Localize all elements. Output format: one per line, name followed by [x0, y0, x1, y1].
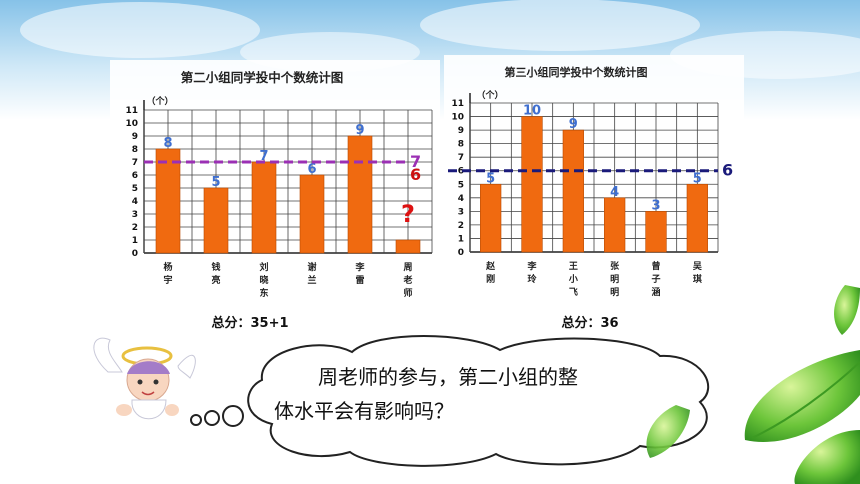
x-tick-label: 兰 [307, 274, 316, 286]
x-tick-label: 刘 [259, 261, 268, 273]
bar-value-label: 3 [651, 198, 660, 213]
y-axis-unit: （个） [476, 89, 503, 101]
x-tick-label: 雷 [355, 274, 364, 286]
bar-value-label: 7 [259, 149, 268, 164]
x-tick-label: 刚 [486, 273, 495, 285]
x-tick-label: 小 [568, 273, 578, 285]
y-tick-label: 9 [132, 132, 138, 142]
y-tick-label: 9 [458, 126, 464, 136]
bar-value-label: 6 [307, 162, 316, 177]
x-tick-label: 周 [403, 262, 412, 273]
bar-value-label: 10 [523, 104, 541, 119]
chart-bars: 8 杨宇 5 钱亮 7 刘晓东 6 谢兰 9 李雷? 周老师 [155, 123, 421, 299]
average-line-label: 6 [722, 161, 733, 180]
x-tick-label: 王 [569, 261, 578, 272]
y-tick-label: 2 [458, 221, 464, 231]
x-tick-label: 琪 [693, 273, 702, 285]
bar [299, 174, 325, 254]
y-axis-unit: （个） [146, 95, 173, 107]
bar [155, 148, 181, 254]
y-tick-label: 8 [132, 145, 138, 155]
x-tick-label: 宇 [163, 274, 172, 286]
x-tick-label: 玲 [527, 273, 537, 285]
chart-title: 第三小组同学投中个数统计图 [505, 65, 648, 79]
y-tick-label: 11 [451, 99, 464, 109]
y-tick-label: 1 [458, 234, 464, 244]
x-tick-label: 师 [403, 287, 412, 299]
bar [604, 197, 626, 253]
y-tick-label: 10 [125, 119, 138, 129]
x-tick-label: 张 [610, 260, 620, 272]
bar-value-label: 9 [569, 117, 578, 132]
y-tick-label: 5 [458, 180, 464, 190]
x-tick-label: 谢 [307, 261, 316, 273]
bar [251, 161, 277, 254]
y-tick-label: 11 [125, 106, 138, 116]
bar-value-label: 5 [693, 171, 702, 186]
bar [480, 183, 502, 253]
x-tick-label: 涵 [651, 286, 660, 298]
bar [521, 116, 543, 253]
x-tick-label: 曾 [651, 260, 660, 272]
y-tick-label: 10 [451, 113, 464, 123]
bar-value-label: 5 [211, 175, 220, 190]
y-tick-label: 3 [132, 210, 138, 220]
y-tick-label: 1 [132, 236, 138, 246]
thought-bubble-icon: 周老师的参与，第二小组的整 体水平会有影响吗？ [190, 335, 710, 467]
leaf-icon [646, 285, 860, 484]
y-tick-label: 4 [132, 197, 138, 207]
chart-title: 第二小组同学投中个数统计图 [181, 70, 344, 85]
y-tick-label: 0 [132, 249, 138, 259]
bar [395, 239, 421, 254]
previous-average-label: 6 [410, 165, 421, 184]
y-tick-label: 7 [132, 158, 138, 168]
x-tick-label: 杨 [163, 261, 172, 273]
y-tick-label: 8 [458, 140, 464, 150]
y-tick-label: 6 [458, 167, 464, 177]
y-tick-label: 4 [458, 194, 464, 204]
x-tick-label: 李 [526, 260, 537, 272]
average-line-label: 7 [410, 152, 421, 171]
x-tick-label: 钱 [211, 261, 220, 273]
x-tick-label: 晓 [259, 274, 268, 286]
bar-value-label: 5 [486, 171, 495, 186]
x-tick-label: 老 [402, 274, 412, 286]
bar-value-label: 4 [610, 185, 619, 200]
total-score-label: 总分：36 [561, 315, 618, 331]
cherub-icon [93, 337, 196, 420]
x-tick-label: 东 [259, 287, 268, 299]
x-tick-label: 李 [354, 261, 365, 273]
bar [645, 211, 667, 253]
chart-grid: 0 1 2 3 4 5 6 7 8 9 10 11 [451, 93, 719, 258]
bubble-text-line2: 体水平会有影响吗？ [274, 399, 454, 423]
x-tick-label: 赵 [485, 260, 496, 272]
bar [562, 129, 584, 253]
x-tick-label: 飞 [569, 287, 578, 298]
y-tick-label: 6 [132, 171, 138, 181]
bar [203, 187, 229, 254]
x-tick-label: 子 [651, 274, 660, 285]
x-tick-label: 明 [610, 274, 619, 285]
bar [686, 183, 708, 253]
bar-value-label: 8 [163, 136, 172, 151]
y-tick-label: 0 [458, 248, 464, 258]
bar-value-label: ? [401, 200, 415, 228]
x-tick-label: 吴 [693, 261, 703, 272]
y-tick-label: 7 [458, 153, 464, 163]
y-tick-label: 5 [132, 184, 138, 194]
x-tick-label: 明 [610, 287, 619, 298]
x-tick-label: 亮 [211, 274, 220, 286]
total-score-label: 总分：35+1 [211, 315, 288, 331]
y-tick-label: 2 [132, 223, 138, 233]
bubble-text-line1: 周老师的参与，第二小组的整 [318, 365, 578, 389]
y-tick-label: 3 [458, 207, 464, 217]
bar-value-label: 9 [355, 123, 364, 138]
bar [347, 135, 373, 254]
chart-group-3: 第三小组同学投中个数统计图 （个） 0 1 2 3 4 5 6 7 8 9 10 11 5 赵刚 10 李玲… [448, 65, 733, 331]
